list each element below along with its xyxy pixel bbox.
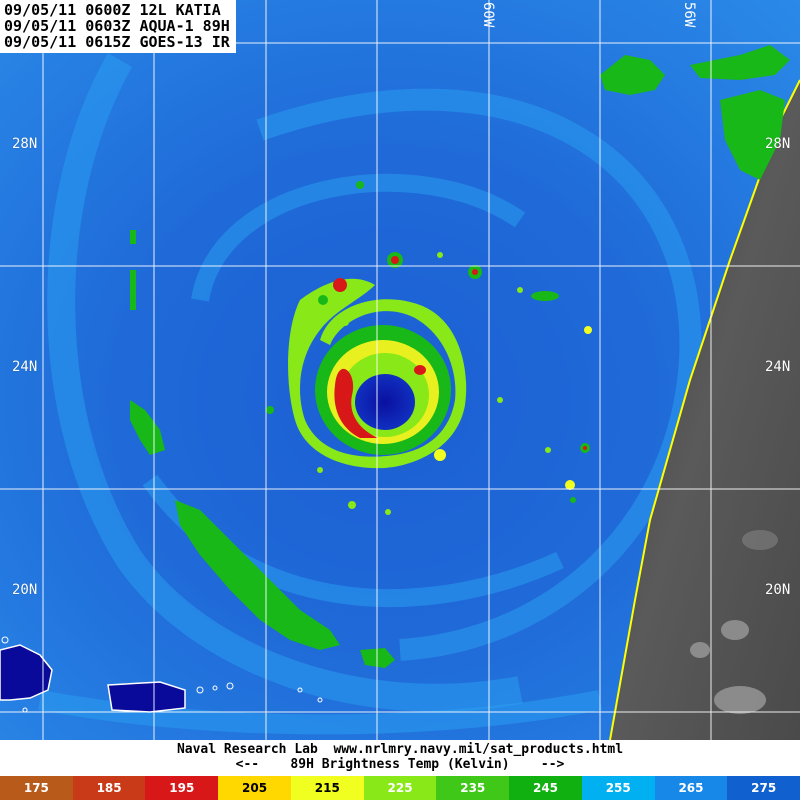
eye: [355, 374, 415, 430]
colorbar-segment: 255: [581, 776, 655, 800]
convective-cells: [266, 181, 592, 515]
colorbar-tick-label: 265: [678, 781, 704, 795]
colorbar-segment: 215: [290, 776, 364, 800]
colorbar-tick-label: 245: [532, 781, 559, 795]
colorbar: 175 185 195 205 215 225 235 245 255 265 275: [0, 776, 800, 800]
map-canvas: [0, 0, 800, 740]
colorbar-tick-label: 255: [605, 781, 631, 795]
lat-label-28n-left: 28N: [12, 136, 38, 152]
colorbar-segment: 175: [0, 776, 73, 800]
greater-antilles: [0, 644, 186, 713]
header-ir-line: 09/05/11 0615Z GOES-13 IR: [4, 33, 230, 51]
colorbar-tick-label: 235: [460, 781, 486, 795]
lat-label-28n-right: 28N: [765, 136, 791, 152]
ir-clouds: [690, 530, 778, 714]
colorbar-segment: 235: [436, 776, 510, 800]
colorbar-segment: 185: [72, 776, 146, 800]
header-storm-line: 09/05/11 0600Z 12L KATIA: [4, 1, 221, 19]
lon-label-56w: 56W: [681, 2, 697, 28]
hurricane-katia: [288, 278, 467, 469]
lat-label-24n-left: 24N: [12, 359, 38, 375]
colorbar-segment: 225: [363, 776, 437, 800]
colorbar-segment: 265: [654, 776, 728, 800]
colorbar-segment: 275: [727, 776, 800, 800]
colorbar-tick-label: 275: [751, 781, 777, 795]
scale-title: <-- 89H Brightness Temp (Kelvin) -->: [235, 757, 565, 772]
colorbar-segment: 245: [509, 776, 582, 800]
colorbar-segment: 205: [218, 776, 291, 800]
colorbar-tick-label: 175: [23, 781, 49, 795]
lat-label-24n-right: 24N: [765, 359, 791, 375]
goes-ir-region: [610, 80, 800, 740]
lon-label-60w: 60W: [480, 2, 496, 28]
green-cloud-ne: [600, 45, 790, 180]
header-microwave-line: 09/05/11 0603Z AQUA-1 89H: [4, 17, 230, 35]
colorbar-tick-label: 225: [387, 781, 413, 795]
credit-line: Naval Research Lab www.nrlmry.navy.mil/s…: [176, 742, 624, 757]
colorbar-tick-label: 205: [242, 781, 268, 795]
colorbar-tick-label: 185: [96, 781, 122, 795]
lat-label-20n-left: 20N: [12, 582, 38, 598]
colorbar-segment: 195: [145, 776, 219, 800]
lat-lon-grid: [0, 0, 800, 740]
outer-rainband: [288, 278, 467, 469]
eyewall-red: [334, 368, 378, 438]
satellite-map: 28N 28N 24N 24N 20N 20N 60W 56W 09/05/11…: [0, 0, 800, 740]
lat-label-20n-right: 20N: [765, 582, 791, 598]
header-box: 09/05/11 0600Z 12L KATIA 09/05/11 0603Z …: [0, 0, 236, 53]
colorbar-tick-label: 195: [169, 781, 195, 795]
colorbar-tick-label: 215: [314, 781, 340, 795]
